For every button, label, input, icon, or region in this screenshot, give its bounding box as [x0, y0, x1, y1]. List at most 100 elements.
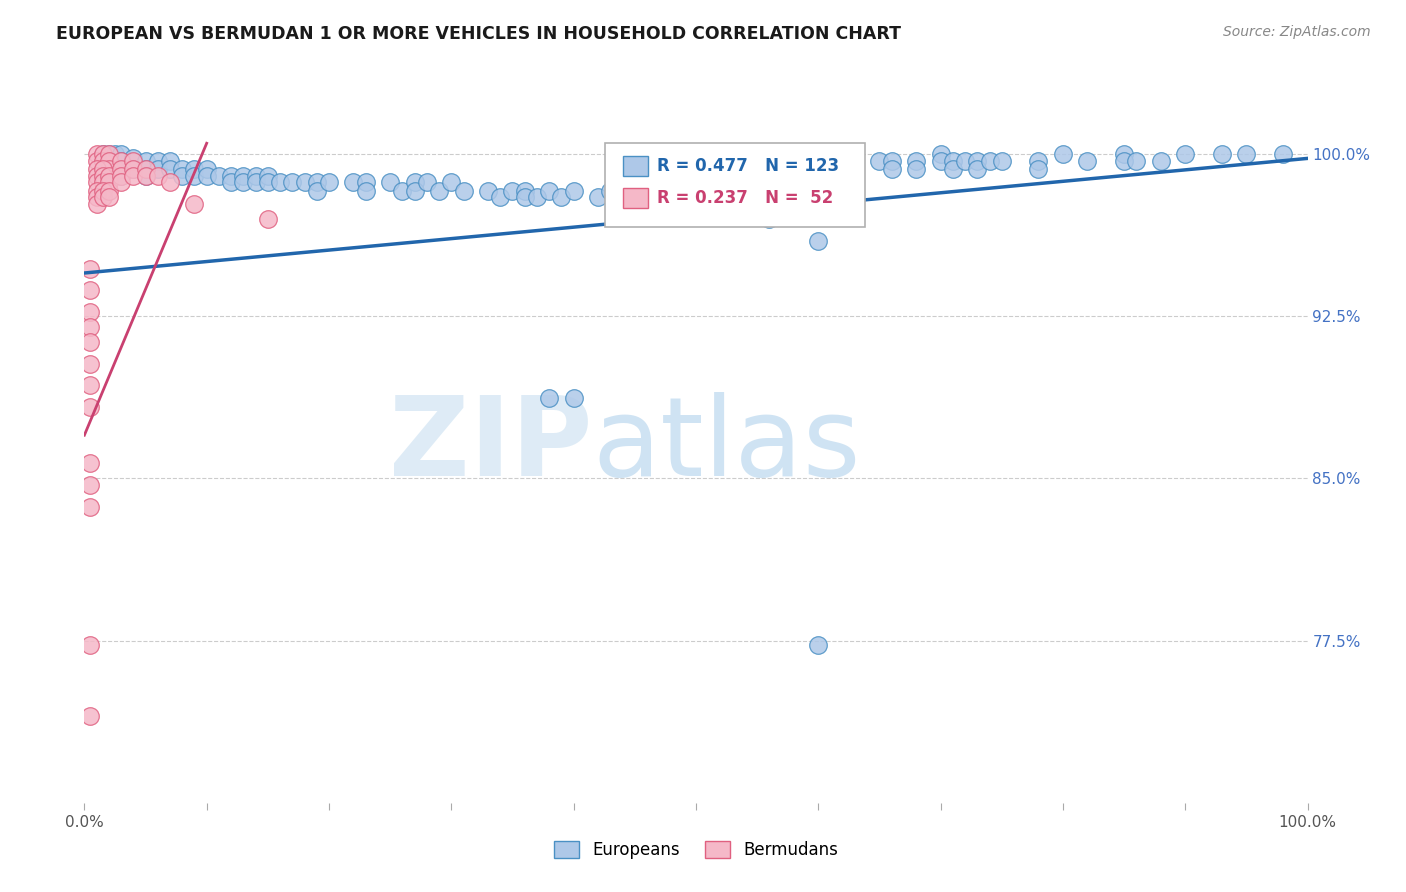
- Point: [513, 184, 536, 198]
- Point: [79, 305, 101, 319]
- Point: [721, 184, 744, 198]
- Point: [135, 169, 157, 183]
- Point: [281, 175, 304, 189]
- Point: [1028, 162, 1050, 177]
- Point: [880, 153, 903, 168]
- Point: [257, 211, 280, 226]
- Point: [159, 162, 181, 177]
- Point: [1211, 147, 1233, 161]
- Point: [97, 147, 120, 161]
- Point: [648, 175, 671, 189]
- Point: [929, 147, 952, 161]
- Text: Source: ZipAtlas.com: Source: ZipAtlas.com: [1223, 25, 1371, 39]
- Point: [91, 147, 114, 161]
- Point: [648, 169, 671, 183]
- Point: [219, 169, 242, 183]
- Point: [86, 190, 108, 204]
- Point: [624, 175, 647, 189]
- Point: [183, 162, 205, 177]
- Point: [354, 184, 377, 198]
- Point: [79, 709, 101, 723]
- Point: [942, 162, 965, 177]
- Point: [208, 169, 231, 183]
- Point: [104, 147, 127, 161]
- Point: [91, 162, 114, 177]
- Point: [612, 190, 634, 204]
- Point: [257, 175, 280, 189]
- Point: [1052, 147, 1074, 161]
- Point: [1236, 147, 1258, 161]
- Point: [979, 153, 1001, 168]
- Point: [91, 147, 114, 161]
- Point: [232, 175, 254, 189]
- Point: [391, 184, 413, 198]
- Point: [97, 147, 120, 161]
- Point: [636, 162, 658, 177]
- Point: [135, 169, 157, 183]
- Point: [942, 153, 965, 168]
- Point: [135, 162, 157, 177]
- Point: [91, 162, 114, 177]
- Point: [269, 175, 291, 189]
- Point: [91, 190, 114, 204]
- Point: [966, 162, 988, 177]
- Point: [380, 175, 402, 189]
- Point: [183, 196, 205, 211]
- Point: [342, 175, 364, 189]
- Point: [427, 184, 450, 198]
- Point: [538, 184, 561, 198]
- Point: [79, 357, 101, 371]
- Point: [612, 196, 634, 211]
- Point: [122, 162, 145, 177]
- Point: [562, 184, 585, 198]
- Point: [1076, 153, 1098, 168]
- Point: [1150, 153, 1173, 168]
- Point: [122, 153, 145, 168]
- Point: [146, 162, 169, 177]
- Point: [86, 169, 108, 183]
- Point: [104, 162, 127, 177]
- Point: [110, 169, 132, 183]
- Point: [79, 478, 101, 492]
- Point: [929, 153, 952, 168]
- Point: [110, 153, 132, 168]
- Point: [86, 196, 108, 211]
- Point: [79, 320, 101, 334]
- Point: [97, 169, 120, 183]
- Point: [648, 162, 671, 177]
- Point: [1125, 153, 1147, 168]
- Point: [905, 153, 928, 168]
- Point: [416, 175, 439, 189]
- Point: [880, 162, 903, 177]
- Point: [953, 153, 976, 168]
- Point: [91, 184, 114, 198]
- Point: [831, 184, 853, 198]
- Point: [110, 175, 132, 189]
- Point: [159, 175, 181, 189]
- Point: [685, 184, 707, 198]
- Point: [110, 162, 132, 177]
- Point: [599, 184, 621, 198]
- Point: [489, 190, 512, 204]
- Point: [122, 162, 145, 177]
- Point: [79, 261, 101, 276]
- Point: [612, 169, 634, 183]
- Point: [636, 169, 658, 183]
- Point: [709, 175, 731, 189]
- Point: [91, 153, 114, 168]
- Point: [97, 153, 120, 168]
- Point: [195, 169, 218, 183]
- Point: [257, 169, 280, 183]
- Point: [86, 175, 108, 189]
- Point: [1028, 153, 1050, 168]
- Point: [91, 153, 114, 168]
- Point: [966, 153, 988, 168]
- Point: [513, 190, 536, 204]
- Text: R = 0.237   N =  52: R = 0.237 N = 52: [657, 189, 832, 207]
- Point: [122, 152, 145, 166]
- Point: [538, 392, 561, 406]
- Point: [869, 153, 891, 168]
- Point: [245, 169, 267, 183]
- Point: [697, 175, 720, 189]
- Point: [97, 162, 120, 177]
